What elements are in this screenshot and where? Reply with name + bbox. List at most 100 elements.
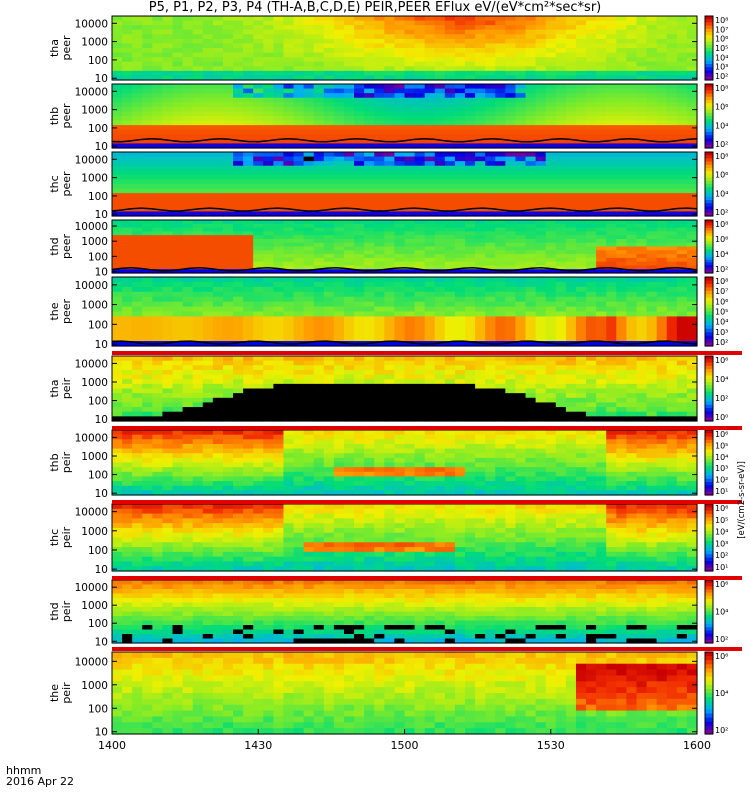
- heatmap-cell: [333, 220, 345, 225]
- heatmap-cell: [253, 93, 264, 99]
- heatmap-cell: [616, 223, 627, 229]
- heatmap-cell: [364, 281, 375, 288]
- heatmap-cell: [424, 356, 436, 362]
- heatmap-cell: [444, 143, 456, 149]
- heatmap-cell: [364, 38, 375, 45]
- heatmap-cell: [263, 356, 274, 362]
- heatmap-cell: [666, 326, 678, 332]
- heatmap-cell: [555, 197, 567, 203]
- heatmap-cell: [515, 250, 527, 255]
- heatmap-cell: [222, 134, 234, 140]
- heatmap-cell: [414, 165, 426, 171]
- heatmap-cell: [575, 75, 587, 81]
- heatmap-cell: [293, 34, 305, 40]
- heatmap-cell: [485, 84, 496, 90]
- heatmap-cell: [596, 277, 607, 283]
- heatmap-cell: [152, 93, 164, 99]
- heatmap-cell: [686, 170, 698, 176]
- colorbar-segment: [705, 76, 713, 81]
- heatmap-cell: [495, 116, 506, 122]
- heatmap-cell: [485, 383, 496, 390]
- heatmap-cell: [596, 102, 607, 108]
- heatmap-cell: [596, 331, 607, 337]
- heatmap-cell: [434, 341, 446, 347]
- heatmap-cell: [565, 66, 577, 72]
- heatmap-cell: [616, 296, 627, 303]
- heatmap-cell: [343, 416, 355, 422]
- heatmap-cell: [606, 301, 617, 308]
- heatmap-cell: [364, 269, 375, 274]
- heatmap-cell: [565, 70, 577, 77]
- heatmap-cell: [212, 120, 224, 126]
- heatmap-cell: [162, 116, 174, 122]
- heatmap-cell: [343, 165, 355, 171]
- heatmap-cell: [202, 296, 214, 303]
- heatmap-cell: [202, 261, 214, 267]
- heatmap-cell: [243, 111, 254, 117]
- heatmap-cell: [313, 235, 325, 240]
- heatmap-cell: [162, 188, 174, 194]
- heatmap-cell: [505, 61, 517, 67]
- heatmap-cell: [303, 57, 315, 63]
- heatmap-cell: [333, 184, 345, 190]
- heatmap-cell: [666, 316, 678, 322]
- heatmap-cell: [343, 336, 355, 342]
- heatmap-cell: [545, 125, 557, 131]
- y-tick-label: 1000: [81, 37, 108, 49]
- heatmap-cell: [404, 277, 416, 283]
- heatmap-cell: [475, 331, 486, 337]
- heatmap-cell: [333, 25, 345, 31]
- heatmap-cell: [343, 306, 355, 313]
- heatmap-cell: [424, 411, 436, 417]
- heatmap-cell: [666, 25, 678, 31]
- heatmap-cell: [646, 193, 658, 199]
- heatmap-cell: [192, 235, 204, 240]
- heatmap-cell: [233, 38, 244, 45]
- heatmap-cell: [253, 134, 264, 140]
- heatmap-cell: [505, 211, 517, 217]
- heatmap-cell: [535, 165, 547, 171]
- heatmap-cell: [384, 156, 396, 162]
- heatmap-cell: [283, 374, 295, 380]
- heatmap-cell: [394, 341, 406, 347]
- heatmap-cell: [444, 402, 456, 408]
- heatmap-cell: [212, 161, 224, 167]
- heatmap-cell: [172, 220, 184, 225]
- heatmap-cell: [656, 321, 668, 327]
- heatmap-cell: [424, 61, 436, 67]
- heatmap-cell: [343, 138, 355, 145]
- heatmap-cell: [444, 336, 456, 342]
- heatmap-cell: [323, 411, 335, 417]
- heatmap-cell: [263, 125, 274, 131]
- heatmap-cell: [555, 316, 567, 322]
- heatmap-cell: [545, 138, 557, 145]
- heatmap-cell: [606, 254, 617, 259]
- heatmap-cell: [354, 61, 365, 67]
- heatmap-cell: [222, 125, 234, 131]
- colorbar-frame: [704, 15, 714, 81]
- heatmap-cell: [465, 242, 476, 248]
- heatmap-cell: [152, 48, 164, 54]
- heatmap-cell: [485, 156, 496, 162]
- heatmap-cell: [414, 231, 426, 236]
- colorbar-segment: [705, 283, 713, 288]
- heatmap-cell: [394, 16, 406, 22]
- heatmap-cell: [525, 331, 537, 337]
- heatmap-cell: [545, 61, 557, 67]
- heatmap-cell: [636, 84, 648, 90]
- heatmap-cell: [212, 301, 224, 308]
- heatmap-cell: [515, 388, 527, 394]
- heatmap-cell: [354, 356, 365, 362]
- heatmap-cell: [182, 184, 194, 190]
- heatmap-cell: [404, 188, 416, 194]
- heatmap-cell: [313, 365, 325, 371]
- heatmap-cell: [434, 311, 446, 318]
- heatmap-cell: [182, 402, 194, 408]
- heatmap-cell: [434, 238, 446, 244]
- heatmap-cell: [122, 402, 133, 408]
- heatmap-cell: [303, 93, 315, 99]
- colorbar-tick-label: 10⁵: [715, 44, 728, 53]
- heatmap-cell: [555, 138, 567, 145]
- heatmap-cell: [454, 152, 466, 158]
- heatmap-cell: [142, 179, 153, 185]
